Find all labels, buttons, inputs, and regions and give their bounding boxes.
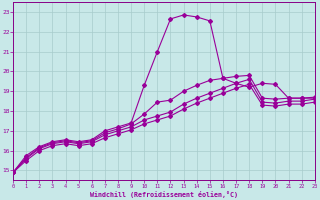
- X-axis label: Windchill (Refroidissement éolien,°C): Windchill (Refroidissement éolien,°C): [90, 191, 238, 198]
